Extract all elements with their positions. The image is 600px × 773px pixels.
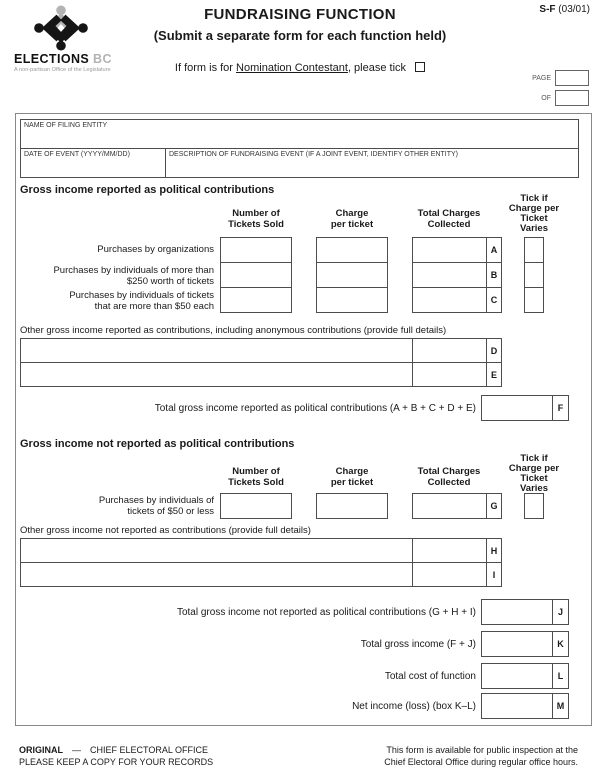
row-c-tickets-input[interactable] [220,287,292,313]
row-g-label: Purchases by individuals of tickets of $5… [98,495,214,517]
footer-right: This form is available for public inspec… [384,745,578,767]
row-b-charge-input[interactable] [316,262,388,288]
logo-wordmark: ELECTIONS BC [14,52,112,66]
row-c-varies-checkbox[interactable] [524,287,544,313]
row-d-letter: D [486,338,502,363]
elections-bc-people-diamond-icon [34,5,88,51]
elections-bc-logo: ELECTIONS BC A non-partisan Office of th… [14,5,144,73]
col-header-charge-per-ticket-2: Charge per ticket [330,466,374,488]
row-b-varies-checkbox[interactable] [524,262,544,288]
total-j-box: J [481,599,569,625]
page-title: FUNDRAISING FUNCTION [204,6,396,23]
row-i-details-input[interactable] [20,562,413,587]
page-total-input[interactable] [555,90,589,106]
row-e-amount-input[interactable] [412,362,487,387]
total-l-input[interactable] [482,664,552,688]
col-header-total-charges-2: Total Charges Collected [417,466,481,488]
form-body: NAME OF FILING ENTITY DATE OF EVENT (YYY… [15,113,592,726]
logo-tagline: A non-partisan Office of the Legislature [14,67,111,73]
page-of-row: OF [541,90,589,106]
name-of-filing-entity-field[interactable]: NAME OF FILING ENTITY [20,119,579,149]
row-c-total-input[interactable] [412,287,487,313]
other-reported-label: Other gross income reported as contribut… [20,325,447,336]
total-f-box: F [481,395,569,421]
row-h-letter: H [486,538,502,563]
row-g-charge-input[interactable] [316,493,388,519]
row-h-details-input[interactable] [20,538,413,563]
total-m-box: M [481,693,569,719]
row-e-letter: E [486,362,502,387]
footer-left: ORIGINAL — CHIEF ELECTORAL OFFICE PLEASE K… [19,745,214,767]
col-header-tickets-sold: Number of Tickets Sold [228,208,284,230]
col-header-tick-if-varies-2: Tick if Charge per Ticket Varies [508,453,560,494]
row-d-amount-input[interactable] [412,338,487,363]
row-g-varies-checkbox[interactable] [524,493,544,519]
total-f-letter: F [552,396,568,420]
total-l-letter: L [552,664,568,688]
row-a-varies-checkbox[interactable] [524,237,544,263]
of-label: OF [541,94,551,102]
col-header-total-charges: Total Charges Collected [417,208,481,230]
row-g-letter: G [486,493,502,519]
row-c-letter: C [486,287,502,313]
row-d-details-input[interactable] [20,338,413,363]
col-header-tick-if-varies: Tick if Charge per Ticket Varies [508,193,560,234]
col-header-charge-per-ticket: Charge per ticket [330,208,374,230]
event-description-field[interactable]: DESCRIPTION OF FUNDRAISING EVENT (IF A J… [165,148,579,178]
row-a-tickets-input[interactable] [220,237,292,263]
page-number-input[interactable] [555,70,589,86]
row-b-letter: B [486,262,502,288]
total-l-label: Total cost of function [384,671,476,682]
total-j-label: Total gross income not reported as polit… [176,607,476,618]
page-number-row: PAGE [532,70,589,86]
section-not-reported-heading: Gross income not reported as political c… [20,438,295,450]
row-e-details-input[interactable] [20,362,413,387]
other-not-reported-label: Other gross income not reported as contr… [20,525,311,536]
row-a-letter: A [486,237,502,263]
total-k-input[interactable] [482,632,552,656]
total-k-letter: K [552,632,568,656]
total-l-box: L [481,663,569,689]
row-c-label: Purchases by individuals of tickets that … [69,290,214,312]
total-m-input[interactable] [482,694,552,718]
total-j-letter: J [552,600,568,624]
row-a-label: Purchases by organizations [97,244,214,255]
total-k-label: Total gross income (F + J) [360,639,476,650]
page-label: PAGE [532,74,551,82]
total-m-letter: M [552,694,568,718]
row-b-label: Purchases by individuals of more than $25… [53,265,214,287]
nomination-contestant-checkbox[interactable] [415,62,426,72]
row-i-letter: I [486,562,502,587]
row-a-total-input[interactable] [412,237,487,263]
total-m-label: Net income (loss) (box K–L) [352,701,476,712]
total-f-label: Total gross income reported as political… [154,403,476,414]
form-code: S-F (03/01) [539,4,590,15]
row-c-charge-input[interactable] [316,287,388,313]
total-k-box: K [481,631,569,657]
row-a-charge-input[interactable] [316,237,388,263]
row-i-amount-input[interactable] [412,562,487,587]
section-reported-heading: Gross income reported as political contr… [20,184,275,196]
total-j-input[interactable] [482,600,552,624]
date-of-event-field[interactable]: DATE OF EVENT (YYYY/MM/DD) [20,148,166,178]
col-header-tickets-sold-2: Number of Tickets Sold [228,466,284,488]
nomination-contestant-line: If form is for Nomination Contestant, pl… [0,62,600,74]
row-b-total-input[interactable] [412,262,487,288]
total-f-input[interactable] [482,396,552,420]
row-b-tickets-input[interactable] [220,262,292,288]
page-subtitle: (Submit a separate form for each functio… [153,28,447,43]
row-g-total-input[interactable] [412,493,487,519]
row-g-tickets-input[interactable] [220,493,292,519]
row-h-amount-input[interactable] [412,538,487,563]
